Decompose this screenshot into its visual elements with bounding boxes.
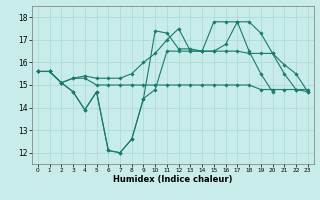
X-axis label: Humidex (Indice chaleur): Humidex (Indice chaleur) [113, 175, 233, 184]
